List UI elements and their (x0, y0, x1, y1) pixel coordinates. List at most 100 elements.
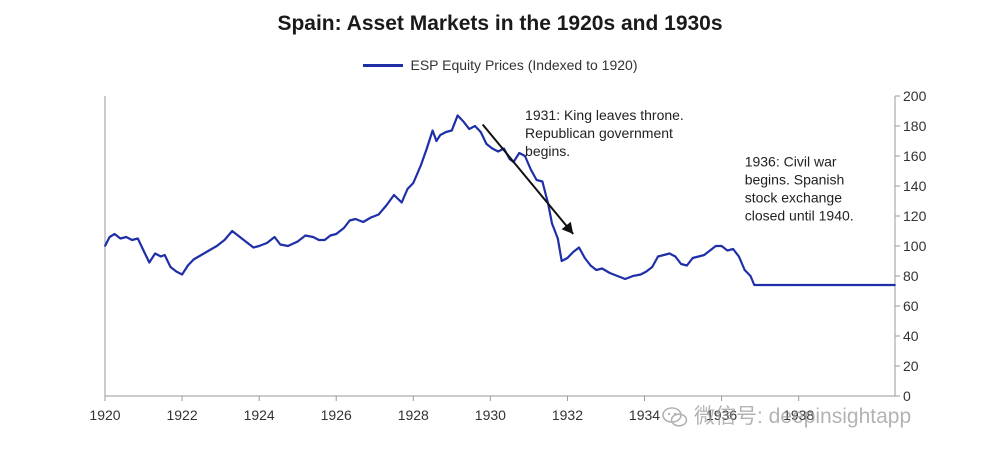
data-point (639, 273, 642, 276)
data-point (329, 234, 332, 237)
data-point (732, 248, 734, 250)
data-point (524, 155, 526, 157)
chart-legend: ESP Equity Prices (Indexed to 1920) (0, 57, 1000, 73)
x-tick-label: 1936 (706, 407, 737, 423)
x-tick-label: 1920 (89, 407, 120, 423)
data-point (518, 152, 521, 154)
data-point (720, 245, 723, 247)
data-point (686, 264, 688, 267)
data-point (136, 237, 139, 240)
data-point (296, 240, 299, 243)
data-point (632, 275, 634, 277)
data-point (680, 263, 682, 265)
data-point (697, 255, 700, 258)
data-point (738, 255, 740, 258)
data-point (616, 275, 619, 277)
x-tick-label: 1938 (783, 407, 814, 423)
data-point (215, 245, 218, 247)
data-point (560, 260, 563, 262)
data-point (304, 234, 307, 237)
data-point (175, 270, 178, 273)
data-point (131, 239, 133, 241)
data-point (370, 216, 372, 219)
series-line (104, 114, 895, 287)
y-tick-label: 120 (903, 208, 927, 224)
y-tick-label: 160 (903, 148, 927, 164)
y-tick-label: 80 (903, 268, 919, 284)
annotation-2-line: begins. Spanish (745, 172, 845, 188)
x-tick-label: 1932 (552, 407, 583, 423)
data-point (703, 254, 706, 256)
x-tick-label: 1924 (244, 407, 275, 423)
data-point (445, 131, 447, 133)
data-point (187, 264, 189, 267)
data-point (759, 284, 761, 286)
data-point (479, 131, 482, 133)
data-point (343, 227, 345, 229)
data-point (726, 249, 729, 252)
data-point (246, 242, 249, 244)
y-tick-label: 60 (903, 298, 919, 314)
data-point (497, 150, 499, 153)
data-point (223, 239, 226, 241)
data-point (529, 168, 532, 171)
data-point (468, 128, 471, 130)
y-tick-label: 180 (903, 118, 927, 134)
data-point (266, 242, 268, 244)
data-point (258, 245, 260, 247)
y-tick-label: 20 (903, 358, 919, 374)
data-point (662, 254, 665, 256)
data-point (645, 270, 648, 273)
annotation-1-line: begins. (525, 143, 570, 159)
data-point (125, 236, 128, 238)
data-point (749, 275, 752, 277)
data-point (491, 147, 494, 150)
data-point (406, 188, 409, 190)
data-point (456, 114, 459, 117)
data-point (113, 233, 116, 235)
data-point (119, 237, 122, 240)
data-point (287, 245, 289, 247)
data-point (148, 261, 151, 264)
data-point (535, 179, 538, 181)
data-point (208, 249, 210, 252)
data-point (691, 257, 694, 259)
data-point (601, 267, 603, 270)
x-tick-label: 1928 (398, 407, 429, 423)
wechat-icon (662, 407, 688, 428)
data-point (894, 284, 896, 286)
data-point (181, 273, 184, 276)
data-point (279, 243, 282, 246)
data-point (595, 269, 598, 271)
data-point (400, 201, 403, 204)
data-point (608, 272, 611, 274)
data-point (200, 254, 203, 256)
data-point (462, 120, 465, 123)
data-point (583, 257, 586, 259)
data-point (362, 221, 365, 223)
data-point (142, 249, 145, 252)
data-point (435, 140, 438, 142)
x-tick-label: 1922 (166, 407, 197, 423)
data-point (385, 204, 388, 207)
data-point (273, 236, 276, 238)
data-point (674, 255, 677, 258)
legend-label: ESP Equity Prices (Indexed to 1920) (410, 57, 638, 73)
annotation-1-line: 1931: King leaves throne. (525, 107, 684, 123)
annotation-2-line: 1936: Civil war (745, 154, 837, 170)
data-point (589, 264, 592, 267)
data-point (624, 278, 627, 280)
x-tick-label: 1934 (629, 407, 660, 423)
watermark-text: 微信号: deepinsightapp (694, 405, 912, 428)
y-tick-label: 200 (903, 88, 927, 104)
data-point (393, 194, 395, 196)
data-point (154, 252, 157, 255)
data-point (753, 284, 756, 286)
data-point (425, 147, 428, 150)
data-point (323, 239, 326, 241)
data-point (318, 239, 320, 241)
data-point (668, 252, 671, 255)
data-point (556, 237, 559, 240)
chart-title: Spain: Asset Markets in the 1920s and 19… (277, 12, 723, 35)
annotation-1-line: Republican government (525, 125, 673, 141)
